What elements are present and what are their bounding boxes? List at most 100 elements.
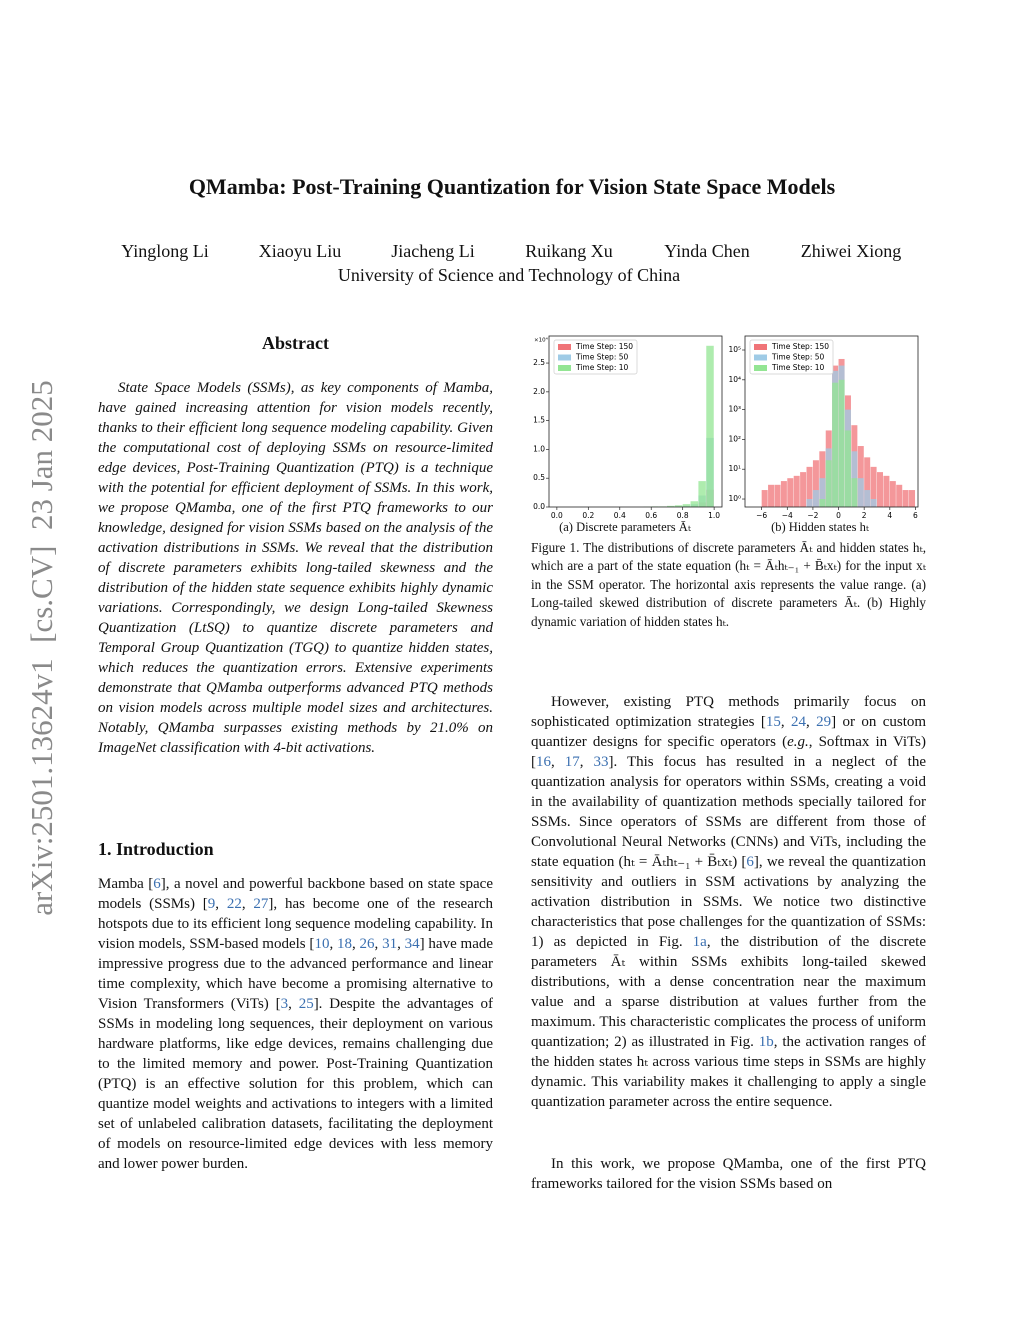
histogram-bar (706, 345, 714, 507)
legend-label: Time Step: 50 (771, 353, 824, 362)
citation: 16 (536, 754, 551, 770)
legend-label: Time Step: 50 (575, 353, 628, 362)
y-tick-label: 10⁴ (728, 375, 741, 384)
histogram-bar (819, 499, 826, 507)
text-run: , (579, 754, 594, 770)
citation: 1a (692, 934, 707, 950)
histogram-bar (690, 501, 699, 507)
x-tick-label: 0 (836, 511, 841, 520)
histogram-bar (870, 466, 877, 507)
histogram-bar (883, 475, 890, 507)
citation: 34 (404, 936, 420, 952)
legend-swatch (558, 354, 571, 361)
histogram-bar (806, 499, 813, 507)
histogram-bar (896, 484, 903, 507)
text-run: ]. Despite the advantages of SSMs in mod… (98, 996, 493, 1172)
legend-swatch (558, 344, 571, 350)
arxiv-stamp: arXiv:2501.13624v1 [cs.CV] 23 Jan 2025 (24, 380, 59, 916)
legend-label: Time Step: 150 (771, 342, 829, 351)
y-tick-label: 10⁰ (728, 494, 741, 503)
citation: 17 (564, 754, 580, 770)
text-run: , (806, 714, 817, 730)
text-run: , (215, 896, 227, 912)
histogram-bar (909, 490, 916, 507)
histogram-bar (838, 379, 845, 507)
text-run: , Softmax in ViTs) [ (531, 734, 926, 770)
y-tick-label: 10⁵ (728, 345, 741, 354)
histogram-bar (857, 478, 864, 507)
text-run: In this work, we propose QMamba, one of … (531, 1156, 926, 1192)
histogram-bar (889, 481, 896, 507)
author: Ruikang Xu (525, 241, 613, 261)
citation: 24 (791, 714, 806, 730)
citation: 25 (298, 996, 314, 1012)
y-tick-label: 10² (728, 434, 741, 443)
section-heading: 1. Introduction (98, 839, 214, 859)
histogram-bar (768, 484, 775, 507)
histogram-bar (698, 481, 706, 507)
legend-swatch (558, 365, 571, 371)
text-run: Mamba [ (98, 876, 154, 892)
citation: 26 (359, 936, 375, 952)
y-tick-label: 2.0 (533, 387, 545, 396)
x-tick-label: 0.4 (614, 511, 626, 520)
x-tick-label: −6 (756, 511, 767, 520)
citation: 18 (336, 936, 352, 952)
y-tick-label: 1.5 (533, 416, 545, 425)
text-run: , (241, 896, 254, 912)
x-tick-label: 0.0 (551, 511, 563, 520)
citation: 27 (253, 896, 269, 912)
paragraph: In this work, we propose QMamba, one of … (531, 1154, 926, 1194)
citation: 15 (765, 714, 781, 730)
plot-frame (744, 335, 919, 508)
x-tick-label: 2 (862, 511, 867, 520)
histogram-bar (666, 505, 675, 507)
text-run: , (780, 714, 791, 730)
abstract-heading: Abstract (262, 333, 329, 353)
histogram-bar (812, 460, 819, 507)
x-tick-label: −2 (807, 511, 818, 520)
affiliation: University of Science and Technology of … (337, 265, 681, 285)
citation: 33 (593, 754, 609, 770)
author: Zhiwei Xiong (800, 241, 902, 261)
x-tick-label: 0.2 (582, 511, 594, 520)
histogram-bar (844, 430, 851, 507)
y-tick-label: 0.5 (533, 473, 545, 482)
x-tick-label: 0.6 (645, 511, 657, 520)
histogram-bar (800, 472, 807, 507)
paragraph: However, existing PTQ methods primarily … (531, 692, 926, 1112)
text-run: However, existing PTQ methods primarily … (531, 694, 926, 730)
text-run: ], a novel and powerful backbone based o… (98, 876, 493, 912)
histogram-bar (851, 478, 858, 507)
text-run: , (288, 996, 299, 1012)
histogram-bar (857, 446, 864, 507)
author: Yinglong Li (121, 241, 209, 261)
histogram-bar (682, 504, 691, 507)
histogram-bar (832, 382, 839, 507)
legend-swatch (754, 365, 767, 371)
legend-label: Time Step: 10 (575, 363, 628, 372)
legend-label: Time Step: 150 (575, 342, 633, 351)
histogram-bar (819, 478, 826, 507)
histogram-bar (812, 490, 819, 507)
text-run: , (329, 936, 337, 952)
text-run: , (374, 936, 383, 952)
text-run: , the distribution of the discrete param… (531, 934, 926, 1050)
citation: 9 (207, 896, 216, 912)
citation: 3 (280, 996, 289, 1012)
histogram-bar (870, 499, 877, 507)
histogram-bar (864, 490, 871, 507)
text-run: ] have made impressive progress due to t… (98, 936, 494, 1012)
citation: 29 (816, 714, 832, 730)
citation: 6 (153, 876, 161, 892)
subcaption: (a) Discrete parameters Āₜ (559, 520, 691, 534)
x-tick-label: 6 (913, 511, 918, 520)
citation: 31 (382, 936, 398, 952)
text-run: ], has become one of the research hotspo… (98, 896, 494, 952)
histogram-bar (876, 472, 883, 507)
text-run: ] or on custom quantizer designs for spe… (531, 714, 927, 750)
legend-label: Time Step: 10 (771, 363, 824, 372)
legend-swatch (754, 344, 767, 350)
legend-swatch (754, 354, 767, 361)
citation: 1b (758, 1034, 774, 1050)
